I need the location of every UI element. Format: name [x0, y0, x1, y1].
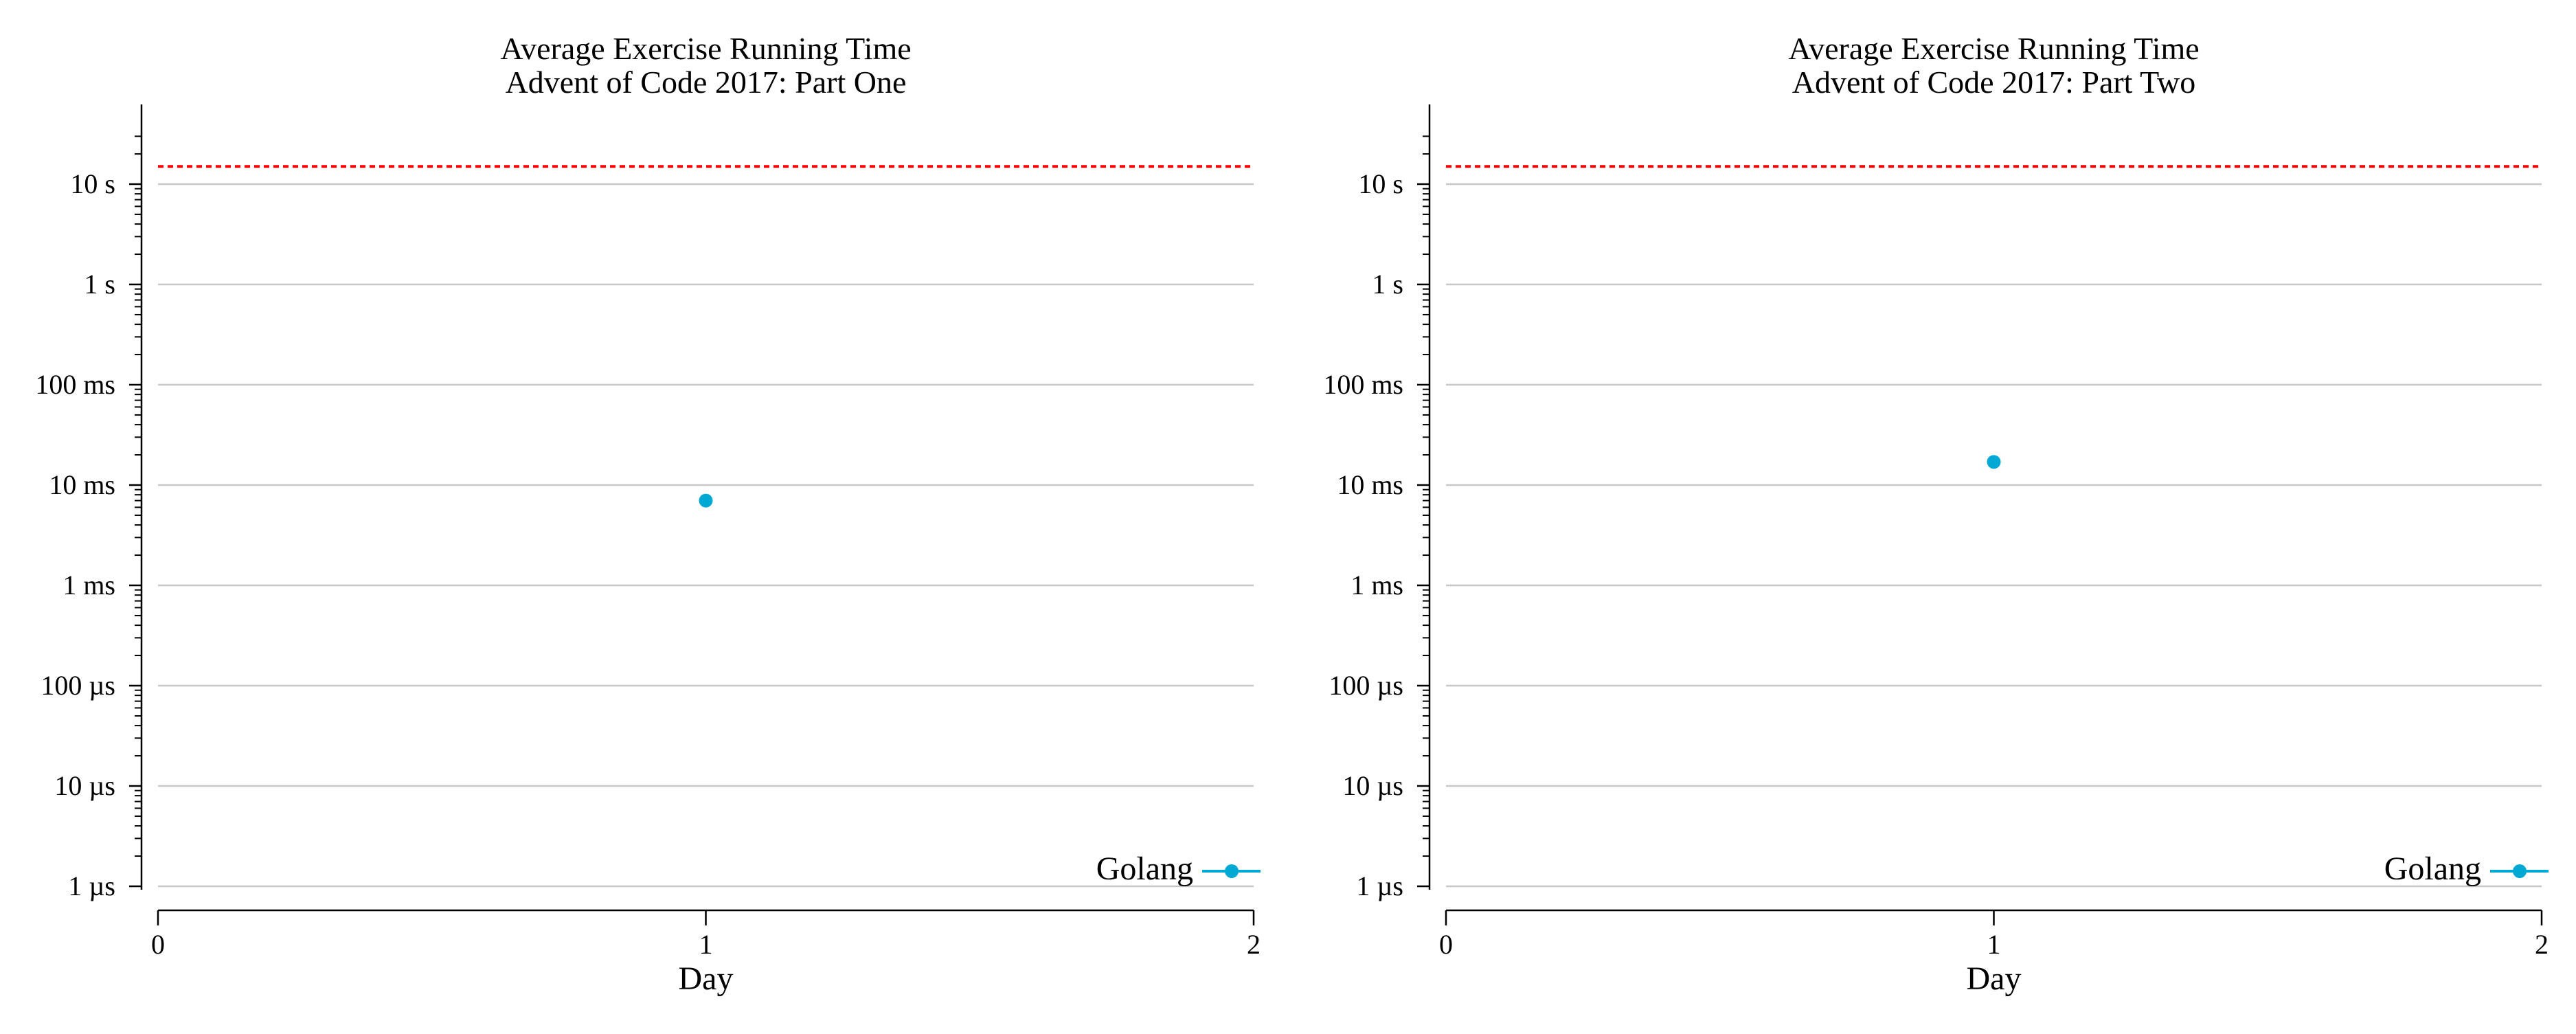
x-axis-label: Day: [679, 960, 734, 997]
x-tick-label-2: 2: [2535, 929, 2549, 960]
y-tick-label-2: 100 µs: [41, 670, 115, 701]
y-tick-label-0: 1 µs: [1356, 870, 1403, 901]
data-point-golang-0: [1987, 455, 2001, 469]
x-tick-label-1: 1: [699, 929, 713, 960]
y-tick-label-4: 10 ms: [1337, 469, 1403, 500]
y-tick-label-4: 10 ms: [49, 469, 115, 500]
x-tick-label-0: 0: [151, 929, 165, 960]
chart-subtitle: Advent of Code 2017: Part One: [506, 65, 907, 100]
y-tick-label-2: 100 µs: [1329, 670, 1403, 701]
y-tick-label-6: 1 s: [84, 269, 115, 300]
y-tick-label-5: 100 ms: [1323, 369, 1403, 400]
legend-marker-0: [2513, 864, 2527, 878]
x-tick-label-1: 1: [1987, 929, 2001, 960]
y-tick-label-5: 100 ms: [35, 369, 115, 400]
data-point-golang-0: [699, 493, 713, 508]
y-tick-label-3: 1 ms: [1351, 570, 1403, 600]
x-tick-label-2: 2: [1247, 929, 1261, 960]
legend-label-0: Golang: [2384, 851, 2481, 887]
x-tick-label-0: 0: [1439, 929, 1453, 960]
y-tick-label-7: 10 s: [70, 168, 115, 199]
y-tick-label-6: 1 s: [1372, 269, 1403, 300]
legend-marker-0: [1225, 864, 1239, 878]
legend-label-0: Golang: [1096, 851, 1193, 887]
y-tick-label-3: 1 ms: [63, 570, 115, 600]
y-tick-label-7: 10 s: [1358, 168, 1403, 199]
y-tick-label-1: 10 µs: [1342, 770, 1403, 801]
chart-subtitle: Advent of Code 2017: Part Two: [1792, 65, 2196, 100]
x-axis-label: Day: [1967, 960, 2022, 997]
chart-title: Average Exercise Running Time: [500, 31, 911, 66]
y-tick-label-0: 1 µs: [68, 870, 115, 901]
y-tick-label-1: 10 µs: [54, 770, 115, 801]
chart-title: Average Exercise Running Time: [1788, 31, 2199, 66]
